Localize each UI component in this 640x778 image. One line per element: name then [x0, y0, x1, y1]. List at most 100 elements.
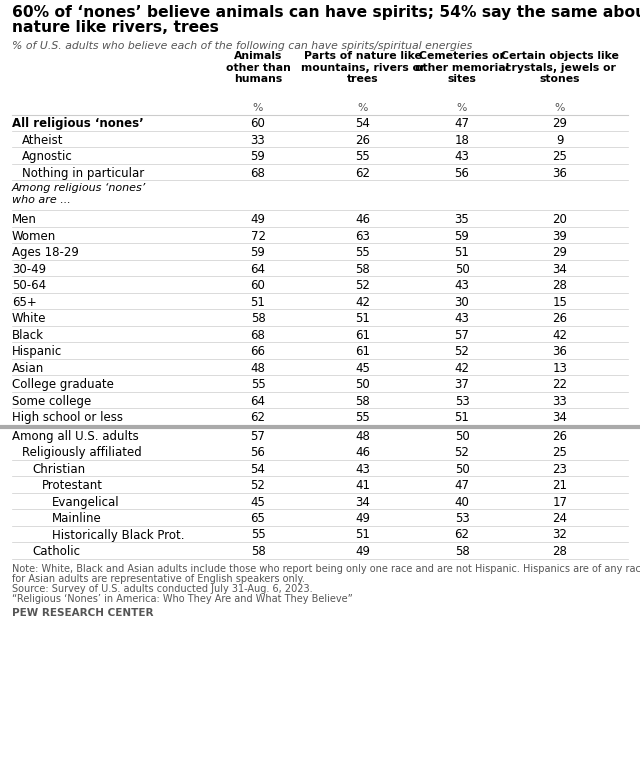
- Text: Religiously affiliated: Religiously affiliated: [22, 446, 141, 459]
- Text: 57: 57: [454, 328, 469, 342]
- Text: 45: 45: [251, 496, 266, 509]
- Text: 36: 36: [552, 345, 568, 358]
- Text: 64: 64: [250, 262, 266, 275]
- Text: 25: 25: [552, 446, 568, 459]
- Text: Atheist: Atheist: [22, 134, 63, 146]
- Text: 26: 26: [552, 429, 568, 443]
- Text: High school or less: High school or less: [12, 411, 123, 424]
- Text: %: %: [555, 103, 565, 113]
- Text: “Religious ‘Nones’ in America: Who They Are and What They Believe”: “Religious ‘Nones’ in America: Who They …: [12, 594, 353, 605]
- Text: 65+: 65+: [12, 296, 36, 309]
- Text: Men: Men: [12, 213, 37, 226]
- Text: nature like rivers, trees: nature like rivers, trees: [12, 20, 219, 35]
- Text: Mainline: Mainline: [52, 512, 102, 525]
- Text: Ages 18-29: Ages 18-29: [12, 246, 79, 259]
- Text: for Asian adults are representative of English speakers only.: for Asian adults are representative of E…: [12, 574, 305, 584]
- Text: Catholic: Catholic: [32, 545, 80, 558]
- Text: 30: 30: [454, 296, 469, 309]
- Text: 50: 50: [454, 429, 469, 443]
- Text: 52: 52: [454, 345, 469, 358]
- Text: 61: 61: [355, 328, 371, 342]
- Text: 54: 54: [251, 462, 266, 475]
- Text: 51: 51: [356, 312, 371, 325]
- Text: 68: 68: [251, 328, 266, 342]
- Text: 55: 55: [356, 246, 371, 259]
- Text: 26: 26: [552, 312, 568, 325]
- Text: 34: 34: [552, 262, 568, 275]
- Text: 49: 49: [355, 545, 371, 558]
- Text: 52: 52: [356, 279, 371, 292]
- Text: %: %: [358, 103, 368, 113]
- Text: 29: 29: [552, 246, 568, 259]
- Text: 45: 45: [356, 362, 371, 374]
- Text: 43: 43: [454, 150, 469, 163]
- Text: All religious ‘nones’: All religious ‘nones’: [12, 117, 144, 130]
- Text: 33: 33: [251, 134, 266, 146]
- Text: 41: 41: [355, 479, 371, 492]
- Text: 37: 37: [454, 378, 469, 391]
- Text: 59: 59: [454, 230, 469, 243]
- Text: 25: 25: [552, 150, 568, 163]
- Text: 49: 49: [355, 512, 371, 525]
- Text: 47: 47: [454, 479, 470, 492]
- Text: 47: 47: [454, 117, 470, 130]
- Text: 55: 55: [251, 528, 266, 541]
- Text: 58: 58: [454, 545, 469, 558]
- Text: 62: 62: [454, 528, 470, 541]
- Text: Nothing in particular: Nothing in particular: [22, 166, 144, 180]
- Text: 9: 9: [556, 134, 564, 146]
- Text: White: White: [12, 312, 47, 325]
- Text: 58: 58: [356, 262, 371, 275]
- Text: 54: 54: [356, 117, 371, 130]
- Text: 50: 50: [356, 378, 371, 391]
- Text: 42: 42: [454, 362, 470, 374]
- Text: Evangelical: Evangelical: [52, 496, 120, 509]
- Text: 18: 18: [454, 134, 469, 146]
- Text: %: %: [253, 103, 263, 113]
- Text: 26: 26: [355, 134, 371, 146]
- Text: PEW RESEARCH CENTER: PEW RESEARCH CENTER: [12, 608, 154, 619]
- Text: 72: 72: [250, 230, 266, 243]
- Text: 28: 28: [552, 545, 568, 558]
- Text: 68: 68: [251, 166, 266, 180]
- Text: 63: 63: [356, 230, 371, 243]
- Text: Cemeteries or
other memorial
sites: Cemeteries or other memorial sites: [415, 51, 509, 84]
- Text: Source: Survey of U.S. adults conducted July 31-Aug. 6, 2023.: Source: Survey of U.S. adults conducted …: [12, 584, 312, 594]
- Text: 43: 43: [356, 462, 371, 475]
- Text: 60: 60: [251, 279, 266, 292]
- Text: Certain objects like
crystals, jewels or
stones: Certain objects like crystals, jewels or…: [501, 51, 619, 84]
- Text: 49: 49: [250, 213, 266, 226]
- Text: 51: 51: [251, 296, 266, 309]
- Text: Black: Black: [12, 328, 44, 342]
- Text: % of U.S. adults who believe each of the following can have spirits/spiritual en: % of U.S. adults who believe each of the…: [12, 41, 472, 51]
- Text: 43: 43: [454, 312, 469, 325]
- Text: Asian: Asian: [12, 362, 44, 374]
- Text: 32: 32: [552, 528, 568, 541]
- Text: 36: 36: [552, 166, 568, 180]
- Text: 46: 46: [355, 213, 371, 226]
- Text: Some college: Some college: [12, 394, 92, 408]
- Text: 50: 50: [454, 462, 469, 475]
- Text: Parts of nature like
mountains, rivers or
trees: Parts of nature like mountains, rivers o…: [301, 51, 425, 84]
- Text: 48: 48: [356, 429, 371, 443]
- Text: Among religious ‘nones’
who are ...: Among religious ‘nones’ who are ...: [12, 183, 147, 205]
- Text: 46: 46: [355, 446, 371, 459]
- Text: Hispanic: Hispanic: [12, 345, 62, 358]
- Text: 52: 52: [251, 479, 266, 492]
- Text: 58: 58: [251, 312, 266, 325]
- Text: 52: 52: [454, 446, 469, 459]
- Text: 65: 65: [251, 512, 266, 525]
- Text: 60: 60: [251, 117, 266, 130]
- Text: 60% of ‘nones’ believe animals can have spirits; 54% say the same about parts of: 60% of ‘nones’ believe animals can have …: [12, 5, 640, 20]
- Text: College graduate: College graduate: [12, 378, 114, 391]
- Text: 29: 29: [552, 117, 568, 130]
- Text: 51: 51: [356, 528, 371, 541]
- Text: 40: 40: [454, 496, 469, 509]
- Text: 53: 53: [454, 394, 469, 408]
- Text: 51: 51: [454, 246, 469, 259]
- Text: 62: 62: [250, 411, 266, 424]
- Text: 61: 61: [355, 345, 371, 358]
- Text: 51: 51: [454, 411, 469, 424]
- Text: Agnostic: Agnostic: [22, 150, 73, 163]
- Text: 20: 20: [552, 213, 568, 226]
